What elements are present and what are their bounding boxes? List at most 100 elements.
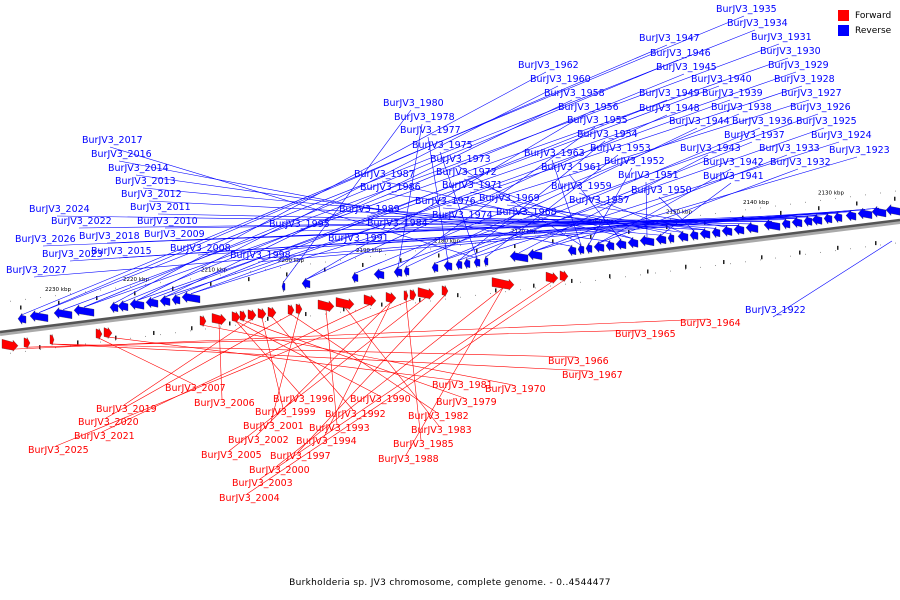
leader-line [148, 200, 706, 231]
guide-dot [190, 330, 191, 332]
guide-dot [265, 269, 266, 271]
gene-label: BurJV3_1993 [309, 423, 370, 434]
guide-dot [40, 349, 41, 351]
tick-mark [172, 286, 174, 291]
guide-dot [745, 261, 746, 263]
gene-label: BurJV3_1953 [590, 143, 651, 154]
gene-label: BurJV3_1960 [530, 74, 591, 85]
reverse-gene-arrow [811, 213, 823, 226]
tick-mark [609, 274, 611, 279]
guide-dot [445, 298, 446, 300]
guide-dot [325, 313, 326, 315]
gene-label: BurJV3_1931 [751, 32, 812, 43]
leader-line [458, 141, 753, 261]
leader-line [323, 301, 392, 438]
tick-mark [210, 281, 212, 286]
forward-gene-arrow [287, 304, 295, 316]
tick-mark [267, 316, 269, 321]
tick-mark [419, 297, 421, 302]
guide-dot [865, 246, 866, 248]
reverse-gene-arrow [733, 223, 745, 236]
leader-line [283, 109, 412, 283]
gene-label: BurJV3_1952 [604, 156, 665, 167]
tick-mark [552, 239, 554, 244]
gene-label: BurJV3_2023 [42, 249, 103, 260]
guide-dot [70, 293, 71, 295]
reverse-gene-arrow [455, 258, 463, 271]
gene-label: BurJV3_1939 [702, 88, 763, 99]
reverse-gene-arrow [443, 259, 453, 272]
tick-mark [761, 255, 763, 260]
reverse-gene-arrow [689, 229, 699, 242]
reverse-gene-arrow [171, 293, 181, 306]
guide-dot [145, 283, 146, 285]
gene-label: BurJV3_1973 [430, 154, 491, 165]
gene-label: BurJV3_1999 [255, 407, 316, 418]
reverse-gene-arrow [605, 239, 615, 252]
tick-mark [856, 201, 858, 206]
guide-dot [760, 259, 761, 261]
reverse-gene-arrow [639, 234, 655, 247]
leader-line [202, 324, 514, 386]
guide-dot [265, 321, 266, 323]
reverse-gene-arrow [463, 257, 471, 270]
tick-mark [58, 300, 60, 305]
reverse-gene-arrow [577, 243, 585, 255]
reverse-gene-arrow [117, 300, 129, 312]
tick-mark [229, 321, 231, 326]
reverse-gene-arrow [393, 266, 403, 278]
gene-label: BurJV3_1978 [394, 112, 455, 123]
reverse-gene-arrow [615, 238, 627, 250]
guide-dot [505, 239, 506, 241]
leader-line [325, 309, 338, 425]
leader-line [658, 196, 695, 232]
guide-dot [805, 201, 806, 203]
gene-label: BurJV3_2026 [15, 234, 76, 245]
reverse-gene-arrow [159, 294, 171, 307]
gene-label: BurJV3_2019 [96, 404, 157, 415]
tick-mark [77, 340, 79, 345]
gene-label: BurJV3_1975 [412, 140, 473, 151]
forward-gene-arrow [363, 294, 377, 307]
gene-label: BurJV3_1979 [436, 397, 497, 408]
leader-line [588, 167, 633, 245]
reverse-gene-arrow [593, 240, 605, 253]
tick-mark [571, 278, 573, 283]
leader-line [197, 211, 852, 256]
guide-dot [700, 214, 701, 216]
gene-label: BurJV3_1924 [811, 130, 872, 141]
guide-dot [865, 194, 866, 196]
gene-label: BurJV3_1984 [367, 218, 428, 229]
tick-mark [400, 258, 402, 263]
gene-label: BurJV3_2000 [249, 465, 310, 476]
guide-dot [550, 285, 551, 287]
tick-mark [115, 335, 117, 340]
leader-line [506, 204, 706, 231]
ruler-label: 2150 kbp [666, 210, 692, 216]
leader-line [190, 99, 731, 295]
reverse-gene-arrow [301, 277, 311, 290]
leader-line [55, 298, 414, 447]
tick-mark [476, 248, 478, 253]
leader-line [434, 127, 761, 264]
leader-line [259, 281, 553, 480]
axis-line [0, 218, 900, 334]
guide-dot [370, 255, 371, 257]
gene-label: BurJV3_2006 [194, 398, 255, 409]
leader-line [136, 71, 797, 301]
guide-dot [370, 307, 371, 309]
ruler-label: 2140 kbp [743, 200, 769, 206]
gene-label: BurJV3_1940 [691, 74, 752, 85]
leader-line [598, 168, 799, 244]
reverse-gene-arrow [677, 230, 689, 243]
guide-dot [175, 332, 176, 334]
gene-label: BurJV3_1956 [558, 102, 619, 113]
guide-dot [160, 282, 161, 284]
gene-label: BurJV3_1941 [703, 171, 764, 182]
guide-dot [40, 297, 41, 299]
leader-line [305, 113, 587, 280]
reverse-gene-arrow [803, 214, 813, 227]
gene-arrows [1, 204, 900, 352]
gene-label: BurJV3_2010 [137, 216, 198, 227]
guide-dot [730, 211, 731, 213]
